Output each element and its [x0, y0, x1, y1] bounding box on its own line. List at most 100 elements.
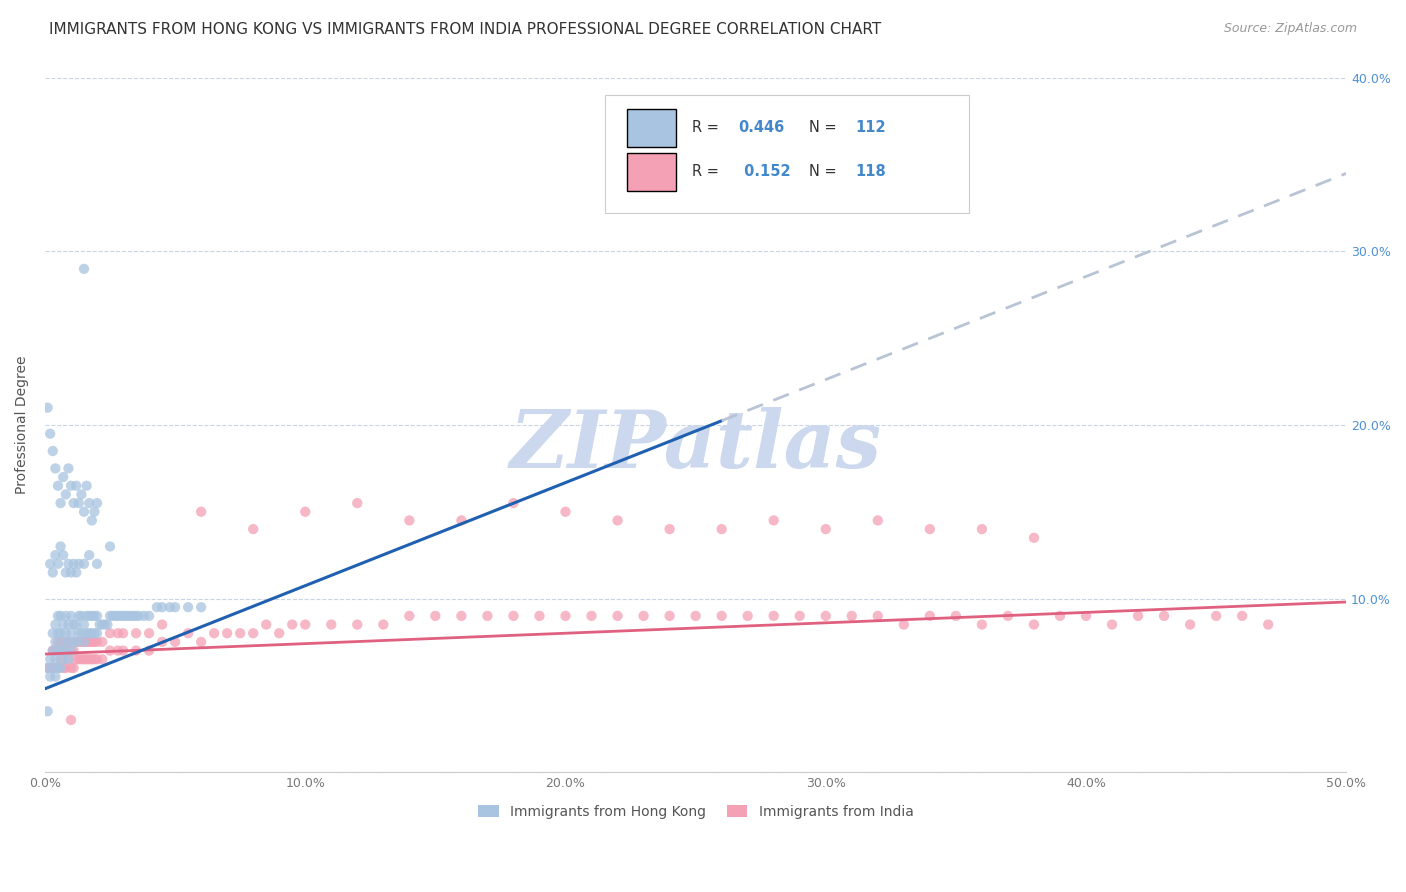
Point	[42, 626, 65, 640]
Point	[37, 661, 59, 675]
Point	[55, 487, 77, 501]
Point	[107, 626, 129, 640]
Point	[77, 548, 100, 562]
Point	[107, 608, 129, 623]
Point	[98, 626, 121, 640]
Point	[44, 617, 66, 632]
Point	[62, 557, 84, 571]
Point	[165, 635, 187, 649]
FancyBboxPatch shape	[605, 95, 969, 213]
Point	[398, 608, 420, 623]
Point	[502, 496, 524, 510]
Point	[918, 608, 941, 623]
Point	[1074, 608, 1097, 623]
Point	[49, 496, 72, 510]
Point	[65, 635, 87, 649]
Point	[52, 470, 75, 484]
Point	[44, 643, 66, 657]
Text: R =: R =	[692, 120, 723, 136]
Point	[39, 557, 62, 571]
Point	[918, 522, 941, 536]
Text: 0.152: 0.152	[738, 164, 790, 179]
Point	[59, 713, 82, 727]
Point	[70, 652, 93, 666]
Point	[42, 661, 65, 675]
Point	[49, 626, 72, 640]
Point	[138, 643, 160, 657]
Point	[110, 608, 132, 623]
Point	[37, 401, 59, 415]
Point	[1022, 617, 1045, 632]
Point	[58, 652, 80, 666]
Point	[59, 566, 82, 580]
Point	[65, 617, 87, 632]
Point	[52, 643, 75, 657]
Point	[96, 617, 118, 632]
Point	[132, 608, 155, 623]
Text: IMMIGRANTS FROM HONG KONG VS IMMIGRANTS FROM INDIA PROFESSIONAL DEGREE CORRELATI: IMMIGRANTS FROM HONG KONG VS IMMIGRANTS …	[49, 22, 882, 37]
Point	[114, 608, 136, 623]
Point	[91, 652, 114, 666]
Point	[997, 608, 1019, 623]
Point	[49, 643, 72, 657]
Point	[101, 608, 124, 623]
Point	[242, 626, 264, 640]
Point	[42, 444, 65, 458]
Point	[76, 652, 98, 666]
Point	[789, 608, 811, 623]
Point	[104, 608, 127, 623]
Point	[159, 600, 181, 615]
Point	[1153, 608, 1175, 623]
Point	[52, 635, 75, 649]
Point	[83, 626, 105, 640]
Point	[112, 608, 135, 623]
Point	[62, 661, 84, 675]
Point	[1205, 608, 1227, 623]
FancyBboxPatch shape	[627, 153, 676, 191]
Point	[73, 261, 96, 276]
Point	[685, 608, 707, 623]
Point	[62, 635, 84, 649]
Point	[65, 566, 87, 580]
Point	[77, 608, 100, 623]
Point	[1257, 617, 1279, 632]
Text: 112: 112	[856, 120, 886, 136]
Point	[46, 479, 69, 493]
Point	[190, 635, 212, 649]
Point	[117, 608, 139, 623]
Text: ZIPatlas: ZIPatlas	[509, 407, 882, 484]
Point	[62, 496, 84, 510]
Point	[762, 513, 785, 527]
Point	[398, 513, 420, 527]
Point	[1230, 608, 1253, 623]
Point	[77, 626, 100, 640]
Point	[83, 505, 105, 519]
Point	[450, 608, 472, 623]
Point	[970, 522, 993, 536]
Point	[55, 661, 77, 675]
Point	[529, 608, 551, 623]
Point	[91, 635, 114, 649]
Text: 118: 118	[856, 164, 886, 179]
Point	[281, 617, 304, 632]
Text: R =: R =	[692, 164, 723, 179]
Point	[59, 608, 82, 623]
Point	[52, 548, 75, 562]
Point	[138, 626, 160, 640]
Point	[125, 643, 148, 657]
Point	[42, 643, 65, 657]
Point	[49, 652, 72, 666]
Point	[52, 652, 75, 666]
Point	[67, 626, 90, 640]
Point	[581, 608, 603, 623]
Point	[146, 600, 169, 615]
Point	[1022, 531, 1045, 545]
Point	[269, 626, 291, 640]
Point	[52, 661, 75, 675]
Point	[86, 626, 108, 640]
Point	[73, 505, 96, 519]
Point	[841, 608, 863, 623]
Point	[80, 652, 103, 666]
Text: 0.446: 0.446	[738, 120, 785, 136]
Point	[86, 608, 108, 623]
